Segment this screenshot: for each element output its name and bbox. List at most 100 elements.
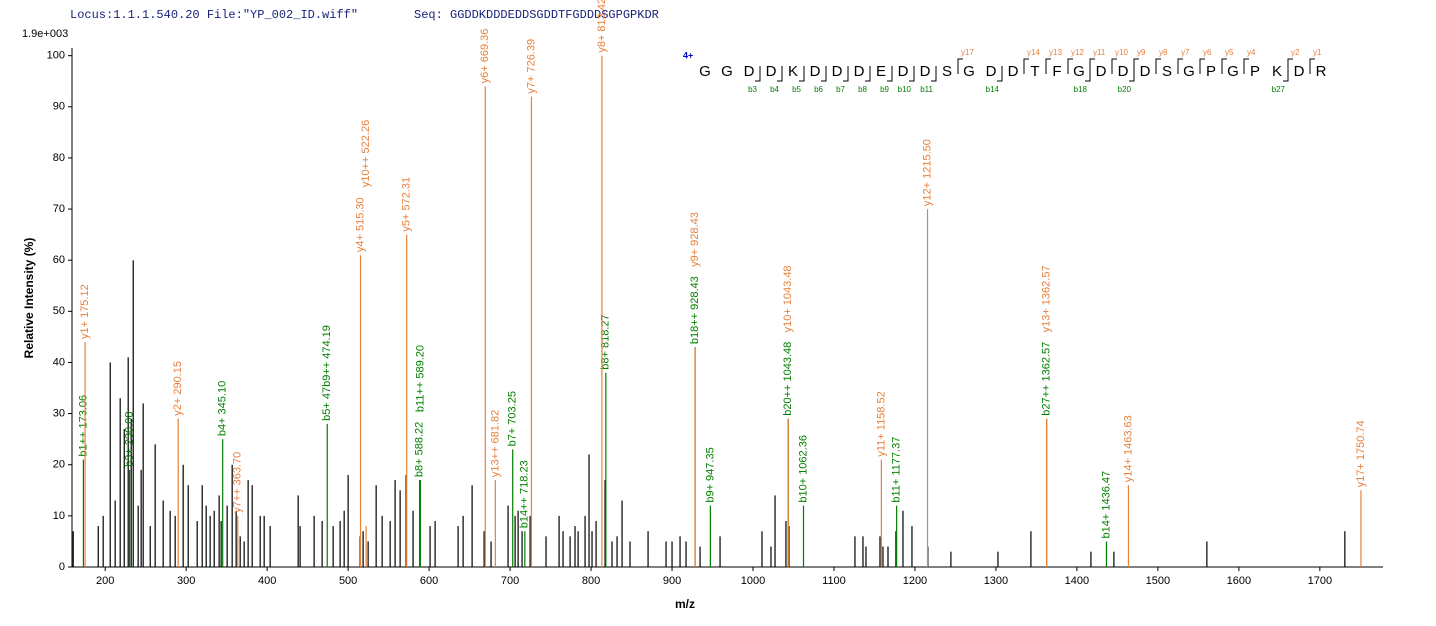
residue: D: [810, 63, 821, 80]
y-ion-marker: [1243, 58, 1249, 74]
y-ion-label: y1: [1313, 48, 1322, 57]
y-tick-label: 90: [53, 101, 65, 113]
peak-label: y10+ 1043.48: [782, 265, 794, 332]
peak-label: b8+ 588.22: [413, 422, 425, 477]
residue: D: [1140, 63, 1151, 80]
peak-label: y11+ 1158.52: [875, 391, 887, 456]
y-tick-label: 70: [53, 203, 65, 215]
residue: D: [1008, 63, 1019, 80]
x-tick-label: 1000: [741, 575, 765, 587]
y-ion-marker: [1111, 58, 1117, 74]
y-ion-label: y11: [1093, 48, 1106, 57]
x-tick-label: 1500: [1146, 575, 1170, 587]
x-tick-label: 1200: [903, 575, 927, 587]
residue: G: [1073, 63, 1085, 80]
residue: D: [832, 63, 843, 80]
y-ion-marker: [1199, 58, 1205, 74]
b-ion-marker: [997, 66, 1003, 82]
y-ion-marker: [957, 58, 963, 74]
y-ion-marker: [1133, 58, 1139, 74]
residue: D: [1294, 63, 1305, 80]
b-ion-marker: [1283, 66, 1289, 82]
y-ion-label: y12: [1071, 48, 1084, 57]
residue: D: [1118, 63, 1129, 80]
b-ion-marker: [909, 66, 915, 82]
peak-label: b10+ 1062.36: [797, 435, 809, 503]
residue: E: [876, 63, 886, 80]
peak-label: b1++ 173.06: [77, 395, 89, 457]
x-tick-label: 700: [501, 575, 519, 587]
y-ion-label: y4: [1247, 48, 1256, 57]
peak-label: y14+ 1463.63: [1122, 415, 1134, 482]
b-ion-marker: [887, 66, 893, 82]
b-ion-label: b9: [880, 85, 889, 94]
y-ion-label: y5: [1225, 48, 1234, 57]
residue: T: [1030, 63, 1039, 80]
b-ion-label: b6: [814, 85, 823, 94]
residue: D: [920, 63, 931, 80]
y-ion-label: y10: [1115, 48, 1128, 57]
peak-label: y1+ 175.12: [79, 284, 91, 339]
peak-label: y13++ 681.82: [489, 410, 501, 477]
x-tick-label: 600: [420, 575, 438, 587]
y-tick-label: 60: [53, 254, 65, 266]
y-tick-label: 80: [53, 152, 65, 164]
peak-label: b11+ 1177.37: [891, 437, 903, 503]
residue: G: [1183, 63, 1195, 80]
residue: D: [744, 63, 755, 80]
y-ion-marker: [1155, 58, 1161, 74]
b-ion-label: b20: [1118, 85, 1132, 94]
x-tick-label: 300: [177, 575, 195, 587]
peak-label: y17+ 1750.74: [1355, 420, 1367, 487]
peak-label: b7+ 703.25: [507, 391, 519, 446]
peak-label: y4+ 515.30: [354, 197, 366, 252]
y-ion-label: y14: [1027, 48, 1040, 57]
x-tick-label: 1300: [984, 575, 1008, 587]
b-ion-marker: [777, 66, 783, 82]
x-tick-label: 800: [582, 575, 600, 587]
peak-label: y10++ 522.26: [360, 120, 372, 187]
b-ion-label: b7: [836, 85, 845, 94]
x-tick-label: 400: [258, 575, 276, 587]
residue: D: [854, 63, 865, 80]
residue: D: [1096, 63, 1107, 80]
y-ion-marker: [1177, 58, 1183, 74]
y-ion-label: y2: [1291, 48, 1300, 57]
y-ion-marker: [1309, 58, 1315, 74]
peak-label: y12+ 1215.50: [921, 139, 933, 206]
residue: D: [986, 63, 997, 80]
residue: K: [788, 63, 798, 80]
residue: D: [766, 63, 777, 80]
b-ion-label: b4: [770, 85, 779, 94]
y-tick-label: 20: [53, 459, 65, 471]
peak-label: y6+ 669.36: [479, 29, 491, 84]
b-ion-label: b5: [792, 85, 801, 94]
chart-title: Locus:1.1.1.540.20 File:"YP_002_ID.wiff": [70, 8, 358, 22]
y-tick-label: 50: [53, 305, 65, 317]
charge-label: 4+: [683, 50, 693, 60]
peak-label: b11++ 589.20: [414, 345, 426, 412]
x-tick-label: 1400: [1065, 575, 1089, 587]
b-ion-marker: [1085, 66, 1091, 82]
b-ion-label: b18: [1074, 85, 1088, 94]
peak-label: b18++ 928.43: [689, 276, 701, 344]
y-ion-marker: [1045, 58, 1051, 74]
y-ion-label: y7: [1181, 48, 1190, 57]
y-ion-label: y8: [1159, 48, 1168, 57]
peak-label: b4+ 345.10: [217, 381, 229, 436]
b-ion-marker: [821, 66, 827, 82]
y-scale-label: 1.9e+003: [22, 28, 68, 40]
b-ion-label: b14: [986, 85, 1000, 94]
peak-label: b14++ 718.23: [519, 460, 531, 528]
y-ion-label: y13: [1049, 48, 1062, 57]
residue: G: [721, 63, 733, 80]
x-tick-label: 200: [96, 575, 114, 587]
x-tick-label: 500: [339, 575, 357, 587]
peak-label: b5+ 47b9++ 474.19: [321, 325, 333, 421]
b-ion-label: b11: [920, 85, 933, 94]
sequence-header: Seq: GGDDKDDDEDDSGDDTFGDDDSGPGPKDR: [414, 8, 659, 22]
x-tick-label: 1600: [1227, 575, 1251, 587]
residue: S: [1162, 63, 1172, 80]
peak-label: y13+ 1362.57: [1041, 265, 1053, 332]
